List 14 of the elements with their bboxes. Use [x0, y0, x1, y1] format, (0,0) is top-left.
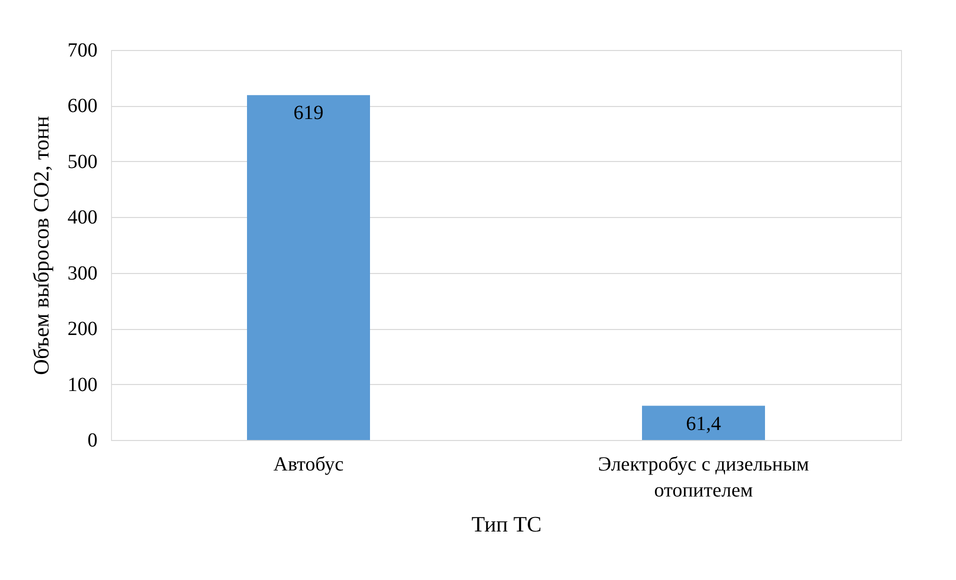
y-tick-label: 700 — [68, 40, 98, 62]
y-tick-label: 0 — [88, 430, 98, 452]
y-tick-label: 300 — [68, 262, 98, 284]
y-tick-label: 200 — [68, 318, 98, 340]
x-axis-title: Тип ТС — [471, 512, 542, 536]
y-tick-label: 600 — [68, 95, 98, 118]
x-tick-label: Электробус с дизельным отопителем — [598, 454, 810, 502]
y-tick-label: 500 — [68, 150, 98, 173]
y-axis-title: Объем выбросов CO2, тонн — [28, 116, 54, 376]
y-tick-label: 100 — [68, 374, 98, 396]
x-tick-label: Автобус — [273, 454, 344, 476]
data-label: 61,4 — [686, 412, 721, 435]
data-label: 619 — [294, 102, 324, 124]
y-tick-label: 400 — [68, 206, 98, 229]
